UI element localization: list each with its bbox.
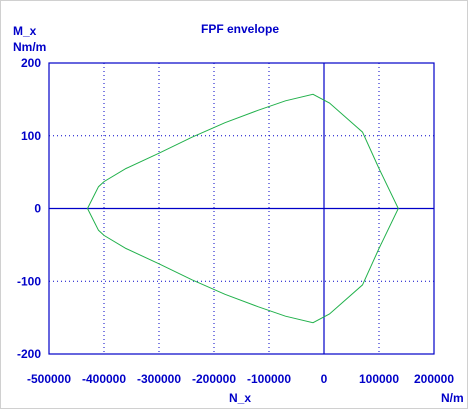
x-tick-label: -200000	[192, 372, 236, 386]
plot-area-border	[48, 62, 435, 355]
y-tick-label: -100	[17, 274, 41, 288]
grid-lines	[49, 63, 434, 354]
x-tick-label: -400000	[82, 372, 126, 386]
x-axis-unit: N/m	[441, 391, 464, 405]
x-tick-label: -500000	[27, 372, 71, 386]
x-tick-label: -300000	[137, 372, 181, 386]
series-envelope-line	[87, 93, 399, 324]
y-tick-label: -200	[17, 347, 41, 361]
y-tick-labels: -200 -100 0 100 200	[17, 56, 41, 361]
y-axis-unit: Nm/m	[13, 40, 46, 54]
zero-axes	[49, 63, 434, 354]
x-tick-labels: -500000 -400000 -300000 -200000 -100000 0 1000…	[27, 372, 454, 386]
x-tick-label: 100000	[359, 372, 399, 386]
y-axis-label: M_x	[13, 24, 37, 38]
x-axis-label: N_x	[229, 391, 251, 405]
y-tick-label: 100	[21, 129, 41, 143]
x-tick-label: 200000	[414, 372, 454, 386]
x-tick-label: -100000	[247, 372, 291, 386]
y-tick-label: 0	[34, 202, 41, 216]
y-tick-label: 200	[21, 56, 41, 70]
chart-title: FPF envelope	[201, 22, 279, 36]
x-tick-label: 0	[321, 372, 328, 386]
